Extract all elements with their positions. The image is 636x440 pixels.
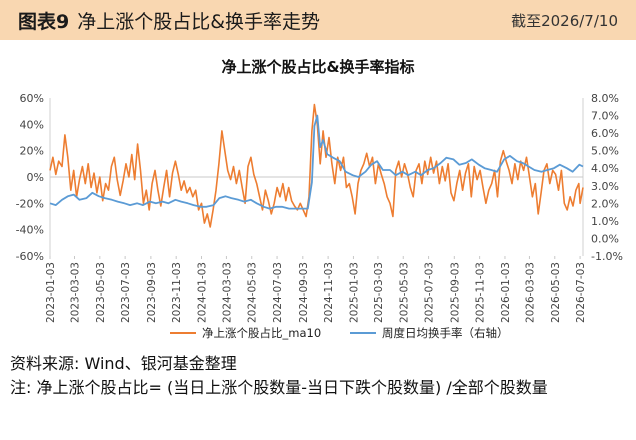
- turnover-series-line: [49, 114, 584, 210]
- x-tick-label: 2024-03-03: [221, 262, 233, 323]
- x-tick-label: 2023-11-03: [171, 262, 183, 323]
- y-right-tick-label: 5.0%: [591, 145, 619, 158]
- y-right-tick-label: 4.0%: [591, 162, 619, 175]
- as-of-date: 截至2026/7/10: [511, 12, 618, 30]
- x-tick-label: 2025-05-03: [398, 262, 410, 323]
- x-tick-label: 2023-07-03: [120, 262, 132, 323]
- header-bar: 图表9 净上涨个股占比&换手率走势 截至2026/7/10: [0, 0, 636, 40]
- y-right-tick-label: 3.0%: [591, 180, 619, 193]
- x-tick-label: 2025-01-03: [348, 262, 360, 323]
- y-right-tick-label: 7.0%: [591, 110, 619, 123]
- x-tick-label: 2026-01-03: [500, 262, 512, 323]
- y-left-tick-label: 60%: [20, 92, 44, 105]
- x-tick-label: 2023-01-03: [45, 262, 57, 323]
- x-tick-label: 2024-05-03: [247, 262, 259, 323]
- y-right-tick-label: 0.0%: [591, 232, 619, 245]
- y-left-tick-label: -40%: [16, 224, 44, 237]
- x-tick-label: 2024-11-03: [323, 262, 335, 323]
- x-tick-label: 2023-05-03: [95, 262, 107, 323]
- figure-title-text: 净上涨个股占比&换手率走势: [77, 11, 321, 33]
- y-left-tick-label: 0%: [27, 171, 44, 184]
- figure-label: 图表9: [18, 11, 70, 33]
- figure-title: 图表9 净上涨个股占比&换手率走势: [18, 7, 320, 34]
- footnote: 注: 净上涨个股占比= (当日上涨个股数量-当日下跌个股数量) /全部个股数量: [10, 378, 548, 397]
- legend-label: 净上涨个股占比_ma10: [202, 326, 321, 340]
- x-tick-label: 2026-05-03: [550, 262, 562, 323]
- x-tick-label: 2024-09-03: [298, 262, 310, 323]
- y-right-tick-label: 6.0%: [591, 127, 619, 140]
- x-tick-label: 2026-03-03: [524, 262, 536, 323]
- x-tick-label: 2024-01-03: [197, 262, 209, 323]
- y-left-tick-label: 20%: [20, 145, 44, 158]
- x-tick-label: 2025-03-03: [373, 262, 385, 323]
- source-note: 资料来源: Wind、银河基金整理: [10, 354, 237, 373]
- y-right-tick-label: 2.0%: [591, 197, 619, 210]
- x-tick-label: 2023-03-03: [69, 262, 81, 323]
- x-tick-label: 2024-07-03: [272, 262, 284, 323]
- y-right-tick-label: -1.0%: [591, 250, 623, 263]
- x-tick-label: 2026-07-03: [575, 262, 587, 323]
- chart-area: 净上涨个股占比&换手率指标 60% 40% 20% 0% -20% -40% -60% 8.0%…: [16, 58, 623, 340]
- y-right-tick-label: 1.0%: [591, 215, 619, 228]
- x-tick-label: 2025-09-03: [449, 262, 461, 323]
- chart-title: 净上涨个股占比&换手率指标: [221, 58, 414, 76]
- legend-label: 周度日均换手率（右轴）: [382, 326, 509, 340]
- x-tick-label: 2025-07-03: [424, 262, 436, 323]
- y-right-tick-label: 8.0%: [591, 92, 619, 105]
- x-tick-label: 2023-09-03: [146, 262, 158, 323]
- y-left-tick-label: 40%: [20, 118, 44, 131]
- x-tick-label: 2025-11-03: [475, 262, 487, 323]
- net-advance-series-line: [49, 103, 584, 228]
- y-left-tick-label: -60%: [16, 250, 44, 263]
- y-left-tick-label: -20%: [16, 197, 44, 210]
